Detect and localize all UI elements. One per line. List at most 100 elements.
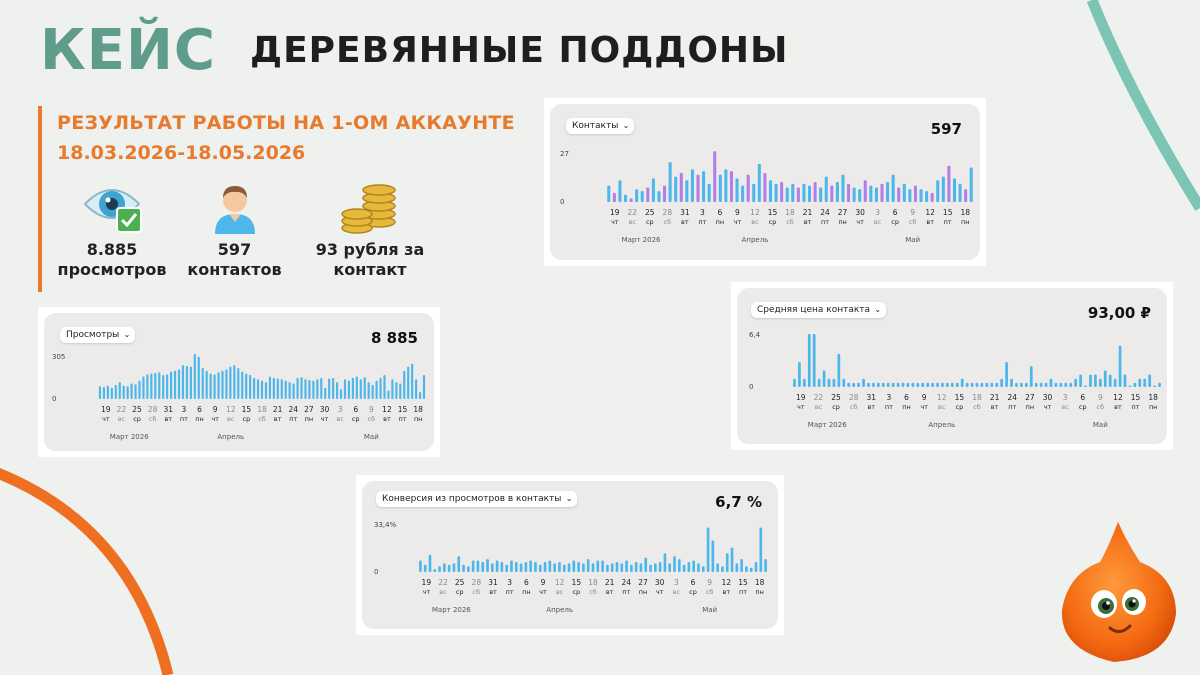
chart-bar <box>985 382 989 387</box>
x-tick-weekday: вт <box>164 415 172 423</box>
avg-price-chart-card: Средняя цена контакта ⌄ 93,00 ₽ 6,4 0 19 чт 2… <box>731 282 1173 450</box>
chart-bar <box>371 384 374 399</box>
chart-bar <box>941 176 945 202</box>
x-tick-weekday: пн <box>755 588 764 596</box>
chart-bar <box>635 189 639 202</box>
views-metric-select[interactable]: Просмотры ⌄ <box>60 327 136 343</box>
x-tick-weekday: пт <box>944 218 952 226</box>
chart-bar <box>481 561 485 572</box>
chart-bar <box>651 178 655 202</box>
chart-bar <box>524 561 528 572</box>
x-month-label: Апрель <box>742 236 769 244</box>
chart-bar <box>423 564 427 572</box>
x-tick-weekday: ср <box>133 415 141 423</box>
chart-bar <box>618 180 622 202</box>
x-tick-weekday: вс <box>938 403 946 411</box>
x-tick-day: 18 <box>972 393 982 402</box>
chart-bar <box>177 369 181 399</box>
chart-bar <box>706 527 710 572</box>
chart-bar <box>847 382 851 387</box>
x-tick-day: 3 <box>507 578 512 587</box>
green-curve <box>1086 0 1200 211</box>
x-tick-weekday: чт <box>102 415 110 423</box>
x-tick-day: 30 <box>655 578 665 587</box>
chart-bar <box>553 563 556 572</box>
x-tick-day: 12 <box>750 208 760 217</box>
chart-bar <box>847 183 851 202</box>
chart-bar <box>1034 382 1038 387</box>
x-tick-day: 12 <box>382 405 392 414</box>
chart-bar <box>1148 374 1152 387</box>
x-tick-weekday: пн <box>716 218 725 226</box>
x-tick-day: 9 <box>922 393 927 402</box>
x-tick-weekday: пн <box>1026 403 1035 411</box>
y-max-label: 33,4% <box>374 521 397 529</box>
chart-bar <box>763 172 767 202</box>
x-tick-weekday: вс <box>629 218 637 226</box>
chart-bar <box>901 382 905 387</box>
chart-bar <box>955 382 959 387</box>
x-tick-weekday: пт <box>698 218 706 226</box>
x-tick-day: 6 <box>691 578 696 587</box>
chart-bar <box>1153 385 1156 387</box>
chart-bar <box>869 185 873 202</box>
x-tick-weekday: вс <box>815 403 823 411</box>
chart-bar <box>1049 378 1053 387</box>
x-tick-weekday: чт <box>920 403 928 411</box>
chart-bar <box>852 382 856 387</box>
chart-bar <box>154 372 157 399</box>
chart-bar <box>936 180 940 202</box>
chart-bar <box>146 374 149 399</box>
x-tick-weekday: вт <box>804 218 812 226</box>
stat-contacts-label: 597 контактов <box>187 240 282 279</box>
chart-bar <box>407 366 410 399</box>
x-tick-day: 19 <box>610 208 620 217</box>
chart-bar <box>237 367 240 399</box>
chart-bar <box>534 561 537 572</box>
x-tick-weekday: ср <box>572 588 580 596</box>
chart-bar <box>304 379 307 399</box>
chart-bar <box>679 172 683 202</box>
chart-bar <box>757 163 761 202</box>
header: КЕЙС ДЕРЕВЯННЫЕ ПОДДОНЫ <box>40 18 788 83</box>
chart-bar <box>217 372 220 399</box>
chart-bar <box>1084 385 1087 387</box>
chart-bar <box>328 378 331 399</box>
x-tick-weekday: пн <box>1149 403 1158 411</box>
chart-bar <box>718 174 722 202</box>
x-tick-weekday: чт <box>856 218 864 226</box>
chart-bar <box>1118 345 1122 387</box>
chart-bar <box>654 563 657 572</box>
chart-bar <box>729 171 733 202</box>
chart-bar <box>347 380 351 399</box>
conversion-metric-select[interactable]: Конверсия из просмотров в контакты ⌄ <box>376 491 578 507</box>
x-tick-day: 3 <box>338 405 343 414</box>
x-tick-day: 21 <box>803 208 813 217</box>
chart-bar <box>213 374 216 399</box>
avg-price-metric-select[interactable]: Средняя цена контакта ⌄ <box>751 302 887 318</box>
chart-bar <box>764 559 767 572</box>
x-tick-day: 30 <box>320 405 330 414</box>
chart-bar <box>577 561 580 572</box>
chart-bar <box>462 564 465 572</box>
x-tick-weekday: вс <box>673 588 681 596</box>
x-tick-weekday: ср <box>1079 403 1087 411</box>
chart-bar <box>644 557 648 572</box>
x-tick-day: 22 <box>628 208 638 217</box>
chart-bar <box>793 378 796 387</box>
chart-bar <box>946 382 949 387</box>
x-tick-weekday: сб <box>368 415 376 423</box>
x-month-label: Май <box>905 236 920 244</box>
contacts-metric-select[interactable]: Контакты ⌄ <box>566 118 635 134</box>
x-tick-weekday: пт <box>180 415 188 423</box>
x-month-label: Март 2026 <box>808 421 847 429</box>
mascot-image <box>1061 522 1176 662</box>
chart-bar <box>754 561 758 572</box>
chart-bar <box>891 382 895 387</box>
chart-bar <box>308 379 311 399</box>
chart-bar <box>379 377 382 399</box>
chart-bar <box>491 563 494 572</box>
chart-bar <box>1010 378 1013 387</box>
x-month-label: Апрель <box>217 433 244 441</box>
x-tick-weekday: сб <box>850 403 858 411</box>
